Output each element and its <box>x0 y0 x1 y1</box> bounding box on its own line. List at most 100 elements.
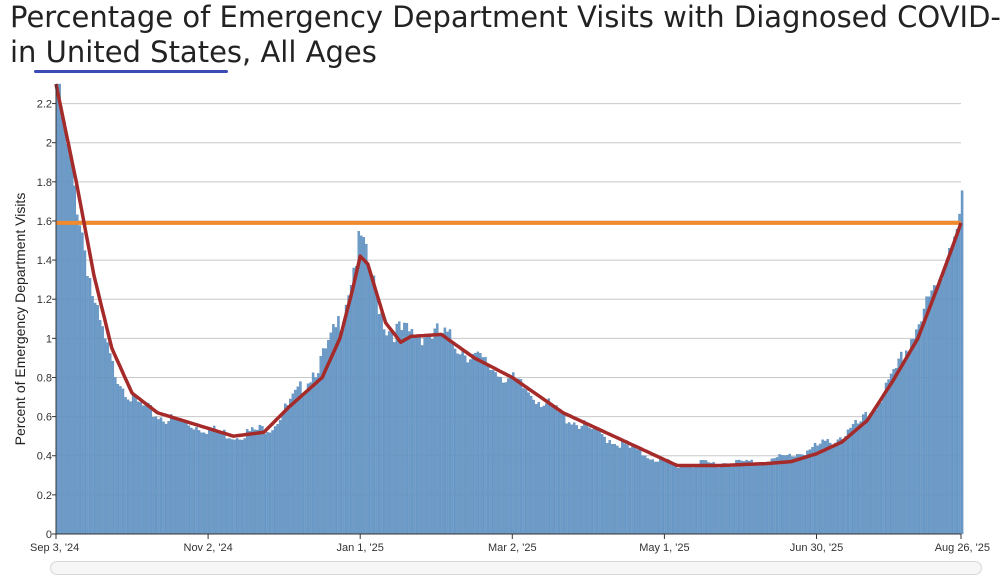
bar <box>948 248 951 535</box>
bar <box>884 382 888 535</box>
bar <box>205 434 208 535</box>
bar <box>261 426 264 535</box>
bar <box>694 465 698 535</box>
bar <box>585 425 589 535</box>
bar <box>785 455 789 535</box>
bar <box>854 420 857 535</box>
y-tick-label: 0.2 <box>37 490 52 502</box>
bar <box>230 439 234 535</box>
bar <box>547 398 551 535</box>
bar <box>507 378 510 535</box>
bar <box>106 342 109 535</box>
bar <box>540 407 543 535</box>
bar <box>722 463 725 535</box>
bar <box>529 395 533 535</box>
bar <box>955 228 959 535</box>
bar <box>375 290 378 535</box>
bar <box>628 447 632 535</box>
bar <box>864 412 867 535</box>
bar <box>912 338 916 535</box>
bar <box>666 459 670 535</box>
bar <box>763 464 766 535</box>
bar <box>874 409 878 535</box>
bar <box>301 393 305 535</box>
bar <box>182 420 186 535</box>
bar <box>134 396 137 535</box>
bar <box>755 464 758 535</box>
bar <box>636 449 639 535</box>
bar <box>801 454 804 535</box>
bar <box>910 339 913 535</box>
bar <box>387 331 391 535</box>
bar <box>190 427 193 535</box>
bar <box>474 352 477 535</box>
bar <box>960 190 964 535</box>
bar <box>844 436 847 535</box>
bar <box>60 116 64 535</box>
bar <box>522 388 525 535</box>
bar <box>185 422 188 535</box>
bar <box>537 402 540 535</box>
bar <box>428 335 431 535</box>
bar <box>760 464 764 535</box>
bar <box>527 392 530 535</box>
bar <box>669 460 672 535</box>
bar <box>243 438 246 535</box>
bar <box>616 445 619 535</box>
bar <box>651 459 655 535</box>
location-selector[interactable]: United States <box>45 35 243 69</box>
bar <box>818 443 822 535</box>
bar <box>943 269 946 535</box>
bar <box>773 458 776 535</box>
bar <box>415 337 419 535</box>
bar <box>927 296 931 535</box>
bar <box>142 405 145 535</box>
bar <box>494 372 497 535</box>
y-tick-label: 1.4 <box>37 255 52 267</box>
bar <box>816 445 819 535</box>
bar <box>131 392 135 535</box>
bar <box>446 331 449 535</box>
bar <box>519 379 523 535</box>
bar <box>157 419 160 535</box>
bar <box>463 355 467 535</box>
bar <box>126 399 130 535</box>
bar <box>420 345 424 535</box>
bar <box>623 443 627 535</box>
bar <box>121 388 125 535</box>
x-tick-label: Nov 2, '24 <box>184 542 233 554</box>
title-suffix: , All Ages <box>242 35 377 69</box>
bar <box>509 376 513 535</box>
bar <box>268 432 272 535</box>
bar <box>823 440 827 535</box>
bar <box>192 429 196 535</box>
bar <box>471 354 475 535</box>
bar <box>867 417 870 535</box>
bar <box>643 455 647 535</box>
bar <box>545 403 548 535</box>
bar <box>104 338 107 535</box>
bar <box>950 245 954 535</box>
bar <box>413 336 416 535</box>
bar <box>813 442 817 535</box>
bar <box>405 323 409 535</box>
bar <box>747 460 751 535</box>
bar <box>76 214 79 535</box>
bar <box>742 461 746 535</box>
bar <box>737 459 741 535</box>
bar <box>152 417 155 535</box>
bar <box>717 467 720 535</box>
bar <box>233 439 236 535</box>
bar <box>81 232 84 535</box>
bar <box>240 439 244 535</box>
bar <box>357 231 360 535</box>
bar <box>740 460 743 535</box>
bar <box>149 405 153 535</box>
bar <box>202 432 206 535</box>
bar <box>512 372 515 535</box>
y-tick-label: 1.2 <box>37 294 52 306</box>
bar <box>400 330 404 535</box>
x-tick-label: Aug 26, '25 <box>935 542 990 554</box>
bar <box>938 279 941 535</box>
bar <box>398 321 401 535</box>
